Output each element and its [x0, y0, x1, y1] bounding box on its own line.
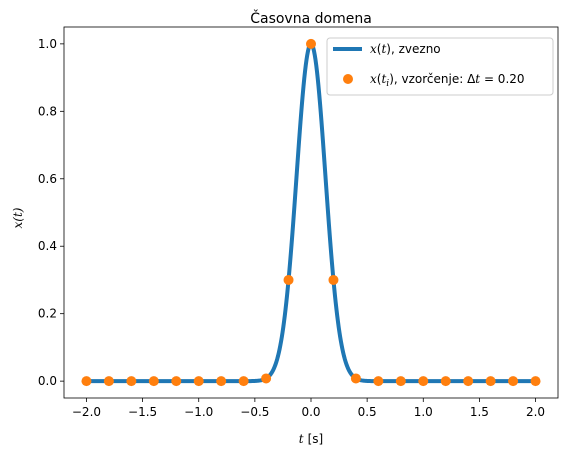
sample-point: [463, 376, 474, 387]
series-layer: [81, 38, 541, 387]
chart-title: Časovna domena: [250, 9, 372, 27]
x-tick-label: 0.5: [358, 405, 377, 419]
plot-area: [63, 26, 559, 399]
x-axis-ticks: −2.0 −1.5 −1.0 −0.5 0.0 0.5 1.0 1.5 2.0: [72, 398, 545, 419]
y-axis-ticks: 0.0 0.2 0.4 0.6 0.8 1.0: [38, 37, 64, 388]
sample-point: [126, 376, 137, 387]
legend-scatter-dt-value: = 0.20: [480, 72, 524, 86]
x-tick-label: −1.0: [184, 405, 213, 419]
x-tick-label: 2.0: [526, 405, 545, 419]
sample-point: [306, 38, 316, 49]
sample-point: [440, 376, 451, 387]
y-tick-label: 0.2: [38, 307, 57, 321]
legend-frame: [326, 37, 554, 96]
x-tick-label: −1.5: [128, 405, 157, 419]
legend-line-suffix: , zvezno: [391, 42, 441, 56]
sample-point: [81, 376, 92, 387]
legend: x(t), zvezno x(ti), vzorčenje: Δt = 0.20: [326, 37, 554, 96]
sample-point: [395, 376, 406, 387]
legend-entry-scatter: x(ti), vzorčenje: Δt = 0.20: [370, 72, 525, 89]
sample-point: [530, 376, 541, 387]
sample-point: [485, 376, 496, 387]
sample-point: [508, 376, 519, 387]
x-tick-label: 0.0: [301, 405, 320, 419]
sample-point: [261, 373, 272, 384]
x-axis-label: t [s]: [299, 432, 323, 446]
x-tick-label: 1.0: [414, 405, 433, 419]
y-tick-label: 0.4: [38, 239, 57, 253]
legend-marker-swatch: [343, 74, 353, 84]
y-axis-label: x(t): [11, 207, 25, 228]
sample-point: [148, 376, 159, 387]
y-tick-label: 0.0: [38, 374, 57, 388]
y-tick-label: 0.8: [38, 104, 57, 118]
sample-point: [171, 376, 182, 387]
x-tick-label: −2.0: [72, 405, 101, 419]
legend-scatter-delta: Δ: [467, 72, 476, 86]
legend-entry-line: x(t), zvezno: [370, 42, 441, 56]
x-tick-label: 1.5: [470, 405, 489, 419]
x-tick-label: −0.5: [240, 405, 269, 419]
sample-point: [373, 376, 384, 387]
y-tick-label: 0.6: [38, 172, 57, 186]
sample-point: [238, 376, 249, 387]
legend-scatter-mid: , vzorčenje:: [394, 72, 467, 86]
sample-point: [328, 274, 339, 285]
sample-point: [103, 376, 114, 387]
sample-point: [193, 376, 204, 387]
x-axis-label-unit: [s]: [308, 432, 324, 446]
y-tick-label: 1.0: [38, 37, 57, 51]
sample-point: [216, 376, 227, 387]
sample-point: [283, 274, 294, 285]
sample-point: [418, 376, 429, 387]
sample-point: [350, 373, 361, 384]
x-axis-label-var: t: [299, 432, 304, 446]
